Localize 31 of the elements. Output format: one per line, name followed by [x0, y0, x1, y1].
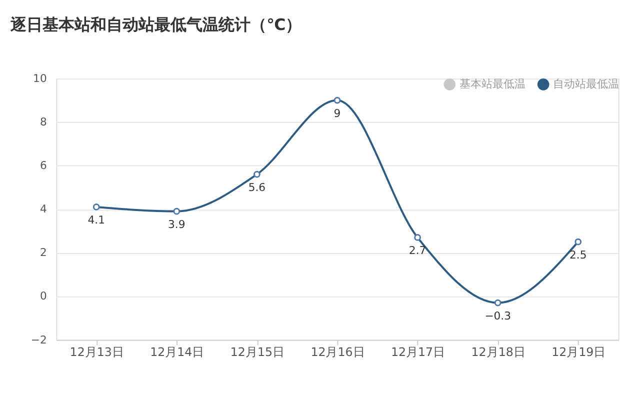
data-label: 2.7: [408, 244, 426, 258]
y-tick-label: 10: [33, 72, 47, 85]
y-tick-label: −2: [30, 333, 47, 346]
point: [92, 204, 100, 210]
chart-title: 逐日基本站和自动站最低气温统计（℃）: [10, 15, 302, 34]
x-tick-label: 12月14日: [150, 345, 204, 360]
legend-label: 基本站最低温: [460, 77, 526, 90]
point: [574, 238, 582, 246]
y-tick-label: 8: [40, 116, 47, 129]
point: [334, 96, 341, 104]
y-tick-label: 6: [40, 159, 47, 172]
x-tick-label: 12月17日: [390, 345, 446, 360]
point: [494, 299, 502, 306]
data-label: 5.6: [248, 181, 266, 194]
point: [254, 170, 260, 178]
x-tick-label: 12月13日: [70, 345, 124, 360]
data-label: −0.3: [484, 310, 512, 323]
x-tick-label: 12月15日: [230, 345, 284, 360]
point: [173, 208, 180, 215]
data-label: 3.9: [168, 218, 186, 232]
y-tick-label: 2: [40, 246, 47, 260]
point: [414, 234, 421, 241]
x-tick-label: 12月18日: [471, 345, 526, 360]
legend-label: 自动站最低温: [553, 77, 620, 90]
data-label: 9: [334, 107, 341, 120]
x-tick-label: 12月19日: [552, 345, 606, 360]
y-tick-label: 0: [40, 290, 47, 303]
x-tick-label: 12月16日: [310, 345, 365, 360]
data-label: 4.1: [88, 214, 105, 227]
y-tick-label: 4: [40, 202, 47, 216]
data-label: 2.5: [570, 248, 587, 262]
